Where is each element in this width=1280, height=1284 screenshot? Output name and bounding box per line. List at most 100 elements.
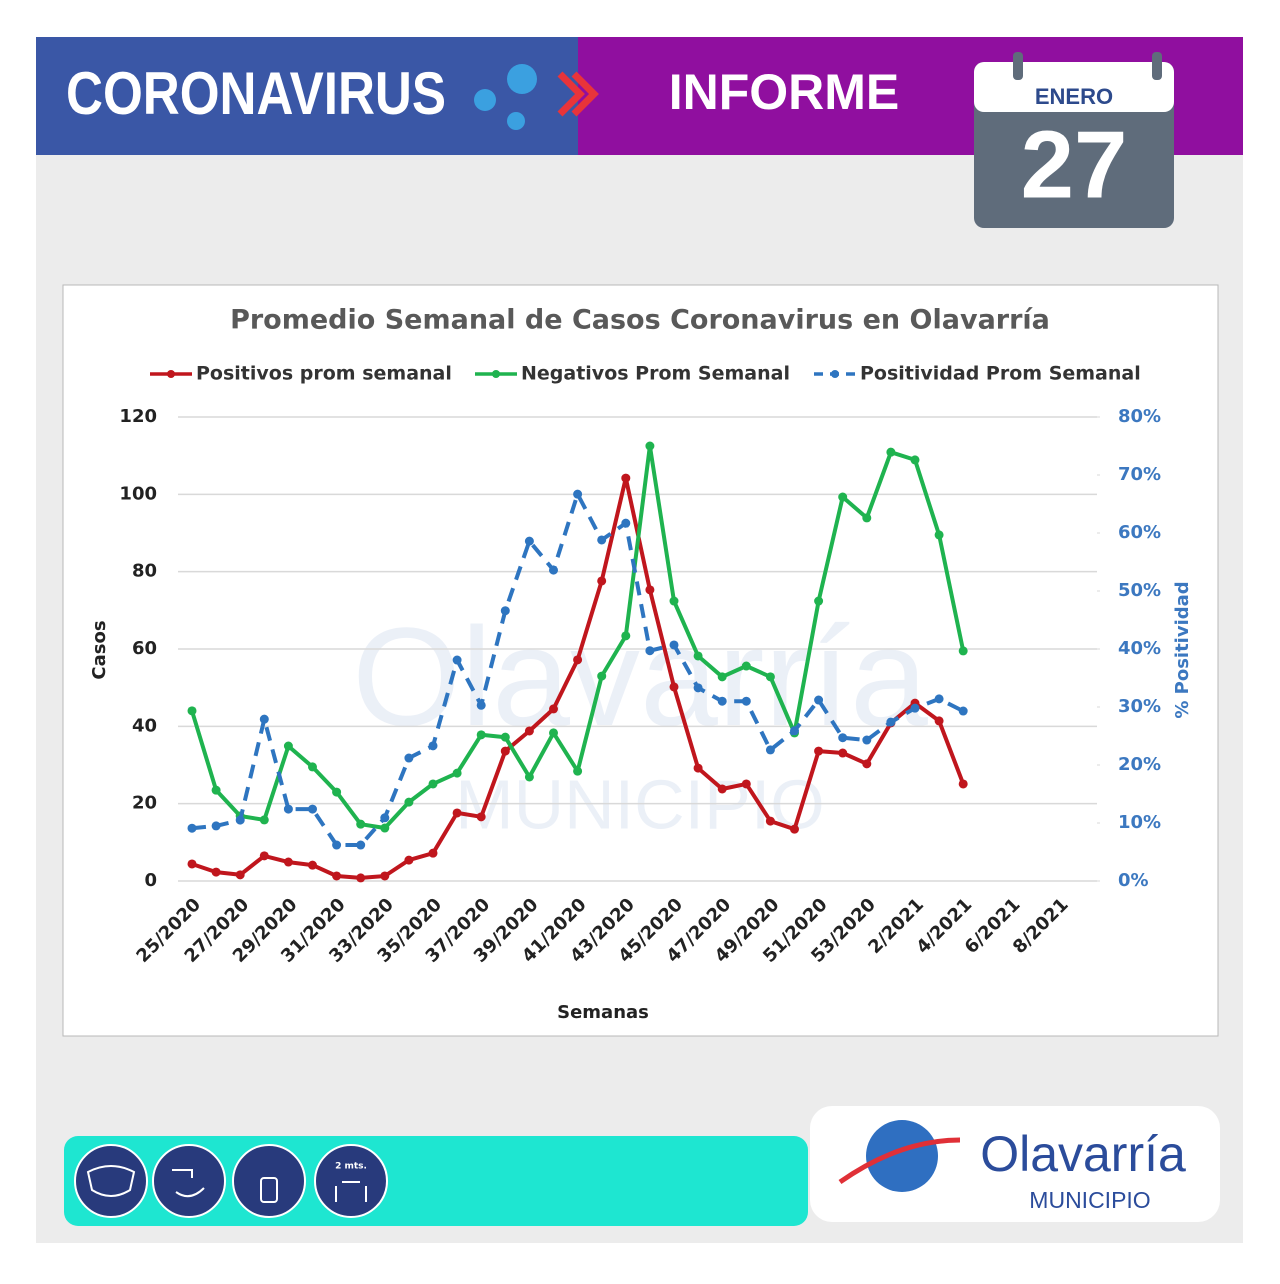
- data-point: [500, 746, 510, 756]
- data-point: [332, 787, 342, 797]
- header-right-title: INFORME: [669, 64, 900, 120]
- y2-tick-label: 70%: [1118, 464, 1161, 485]
- data-point: [597, 535, 607, 545]
- data-point: [838, 748, 848, 758]
- data-point: [669, 640, 679, 650]
- y2-tick-label: 60%: [1118, 522, 1161, 543]
- data-point: [332, 871, 342, 881]
- calendar-day: 27: [1021, 111, 1128, 218]
- data-point: [549, 704, 558, 714]
- legend-label: Negativos Prom Semanal: [521, 363, 790, 385]
- data-point: [283, 804, 293, 814]
- y-axis-title: Casos: [89, 620, 110, 679]
- data-point: [356, 840, 366, 850]
- data-point: [187, 823, 197, 833]
- data-point: [958, 706, 968, 716]
- brand: Olavarría: [980, 1126, 1186, 1182]
- virus: [507, 112, 525, 130]
- data-point: [259, 851, 269, 861]
- data-point: [549, 728, 558, 738]
- chevron: [557, 71, 599, 117]
- series-line: [191, 492, 965, 847]
- y2-tick-label: 0%: [1118, 870, 1149, 891]
- virus: [474, 89, 496, 111]
- data-point: [886, 717, 896, 727]
- y-tick-label: 60: [132, 638, 157, 659]
- data-point: [500, 732, 510, 742]
- y2-axis-title: % Positividad: [1172, 581, 1193, 718]
- data-point: [476, 812, 486, 822]
- data-point: [958, 646, 968, 656]
- y2-tick-label: 30%: [1118, 696, 1161, 717]
- data-point: [693, 651, 703, 661]
- data-point: [790, 824, 799, 834]
- data-point: [645, 441, 655, 451]
- data-point: [886, 447, 896, 457]
- data-point: [621, 631, 631, 641]
- data-point: [428, 779, 438, 789]
- data-point: [211, 821, 221, 831]
- legend-label: Positividad Prom Semanal: [860, 363, 1141, 385]
- data-point: [573, 655, 583, 665]
- data-point: [524, 772, 534, 782]
- bottle-shape: [260, 1177, 278, 1203]
- data-point: [452, 655, 462, 665]
- logo-mark: [866, 1120, 938, 1192]
- data-point: [717, 672, 727, 682]
- data-point: [308, 860, 317, 870]
- calendar-ring: [1152, 52, 1162, 80]
- data-point: [838, 492, 848, 502]
- calendar-month: ENERO: [1035, 84, 1113, 109]
- data-point: [380, 823, 390, 833]
- chart-box: [62, 284, 1219, 1037]
- data-point: [259, 714, 269, 724]
- y-tick-label: 0: [144, 870, 157, 891]
- data-point: [308, 762, 317, 772]
- data-point: [814, 746, 824, 756]
- data-point: [934, 530, 944, 540]
- data-point: [476, 730, 486, 740]
- data-point: [669, 596, 679, 606]
- data-point: [356, 819, 366, 829]
- legend-label: Positivos prom semanal: [196, 363, 452, 385]
- y2-tick-label: 10%: [1118, 812, 1161, 833]
- data-point: [814, 596, 824, 606]
- data-point: [934, 716, 944, 726]
- data-point: [235, 815, 245, 825]
- data-point: [524, 726, 534, 736]
- data-point: [741, 696, 751, 706]
- data-point: [862, 759, 872, 769]
- chart-title: Promedio Semanal de Casos Coronavirus en…: [230, 305, 1050, 336]
- y2-tick-label: 80%: [1118, 406, 1161, 427]
- data-point: [428, 848, 438, 858]
- data-point: [356, 873, 366, 883]
- data-point: [693, 763, 703, 773]
- data-point: [693, 683, 703, 693]
- data-point: [452, 808, 462, 818]
- y2-tick-label: 40%: [1118, 638, 1161, 659]
- data-point: [428, 741, 438, 751]
- data-point: [500, 606, 510, 616]
- logo-swoosh: [838, 1137, 961, 1185]
- data-point: [765, 672, 775, 682]
- brand-sub: MUNICIPIO: [1029, 1187, 1150, 1213]
- hands-shape: [172, 1169, 205, 1198]
- data-point: [669, 682, 679, 692]
- virus-icons: [474, 64, 537, 130]
- y2-tick-label: 20%: [1118, 754, 1161, 775]
- data-point: [862, 735, 872, 745]
- data-point: [452, 768, 462, 778]
- care-icons: [74, 1144, 388, 1218]
- data-point: [259, 815, 269, 825]
- distance-label: 2 mts.: [335, 1162, 367, 1172]
- y-tick-label: 80: [132, 561, 157, 582]
- data-point: [741, 661, 751, 671]
- data-point: [934, 694, 944, 704]
- mask-shape: [86, 1165, 136, 1197]
- data-point: [765, 816, 775, 826]
- legend-marker: [492, 370, 500, 378]
- data-point: [910, 703, 920, 713]
- data-point: [717, 696, 727, 706]
- watermark-sub: MUNICIPIO: [455, 765, 824, 843]
